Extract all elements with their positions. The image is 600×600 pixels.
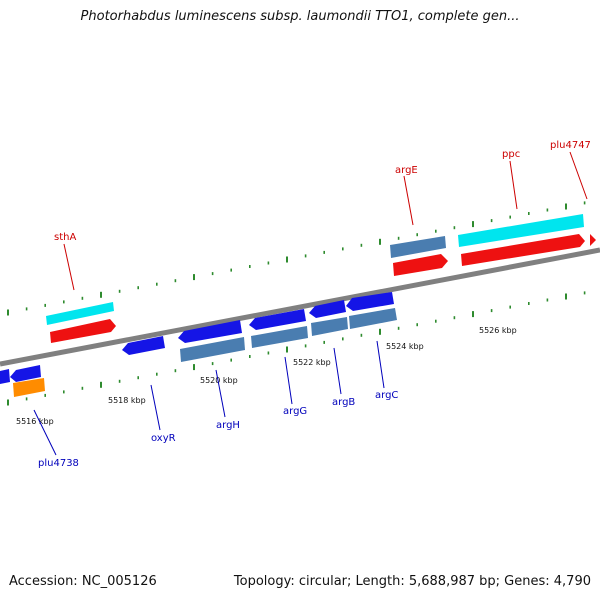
gene-argE-steel[interactable] xyxy=(390,236,446,258)
position-axis-labels: 5516 kbp 5518 kbp 5520 kbp 5522 kbp 5524… xyxy=(16,326,517,426)
leader-argC xyxy=(376,340,385,389)
gene-plu4747[interactable] xyxy=(590,234,596,246)
gene-sthA-cds[interactable] xyxy=(46,302,114,325)
gene-ppc-cds[interactable] xyxy=(458,214,584,247)
forward-inner-track xyxy=(50,234,596,343)
gene-argH[interactable] xyxy=(180,337,245,362)
leader-ppc xyxy=(509,160,518,210)
gene-label-oxyR[interactable]: oxyR xyxy=(151,433,176,444)
leader-argG xyxy=(284,356,293,405)
gene-argC-blue[interactable] xyxy=(346,292,394,311)
genome-summary-text: Topology: circular; Length: 5,688,987 bp… xyxy=(233,574,591,589)
gene-label-sthA[interactable]: sthA xyxy=(54,232,76,243)
gene-plu4738-neighbor[interactable] xyxy=(10,365,41,382)
gene-argC[interactable] xyxy=(349,308,397,329)
leader-oxyR xyxy=(150,384,161,431)
leader-argE xyxy=(403,175,414,226)
gene-argB[interactable] xyxy=(311,317,348,336)
gene-argG-blue[interactable] xyxy=(249,309,306,330)
gene-argE[interactable] xyxy=(393,254,448,276)
gene-label-argE[interactable]: argE xyxy=(395,165,418,176)
gene-oxyR[interactable] xyxy=(122,336,165,355)
leader-argB xyxy=(333,347,342,395)
leader-sthA xyxy=(63,243,75,291)
position-tick-label: 5526 kbp xyxy=(479,326,517,335)
position-tick-label: 5520 kbp xyxy=(200,376,238,385)
position-tick-label: 5516 kbp xyxy=(16,417,54,426)
reverse-tick-row xyxy=(7,291,586,406)
reverse-inner-track xyxy=(13,308,397,397)
position-tick-label: 5518 kbp xyxy=(108,396,146,405)
gene-labels: sthA argE ppc plu4747 plu4738 oxyR argH … xyxy=(38,140,591,469)
genome-backbone xyxy=(0,247,600,367)
leader-argH xyxy=(215,369,226,418)
gene-argH-blue[interactable] xyxy=(178,320,242,343)
gene-argB-blue[interactable] xyxy=(309,300,346,318)
gene-label-argH[interactable]: argH xyxy=(216,420,240,431)
gene-ppc[interactable] xyxy=(461,234,585,266)
reverse-outer-track xyxy=(0,292,394,384)
gene-label-ppc[interactable]: ppc xyxy=(502,149,520,160)
gene-partial-left[interactable] xyxy=(0,369,10,384)
map-title: Photorhabdus luminescens subsp. laumondi… xyxy=(80,9,520,24)
leader-plu4738 xyxy=(33,409,57,456)
accession-text: Accession: NC_005126 xyxy=(9,574,157,589)
forward-outer-track xyxy=(46,214,584,325)
gene-sthA[interactable] xyxy=(50,319,116,343)
position-tick-label: 5522 kbp xyxy=(293,358,331,367)
gene-label-plu4747[interactable]: plu4747 xyxy=(550,140,591,151)
gene-label-argG[interactable]: argG xyxy=(283,406,307,417)
gene-label-argC[interactable]: argC xyxy=(375,390,398,401)
position-tick-label: 5524 kbp xyxy=(386,342,424,351)
gene-plu4738[interactable] xyxy=(13,378,45,397)
gene-argG[interactable] xyxy=(251,326,308,348)
gene-label-argB[interactable]: argB xyxy=(332,397,355,408)
leader-plu4747 xyxy=(569,151,588,200)
forward-tick-row xyxy=(7,201,586,316)
gene-label-plu4738[interactable]: plu4738 xyxy=(38,458,79,469)
gene-leader-lines xyxy=(33,151,588,456)
